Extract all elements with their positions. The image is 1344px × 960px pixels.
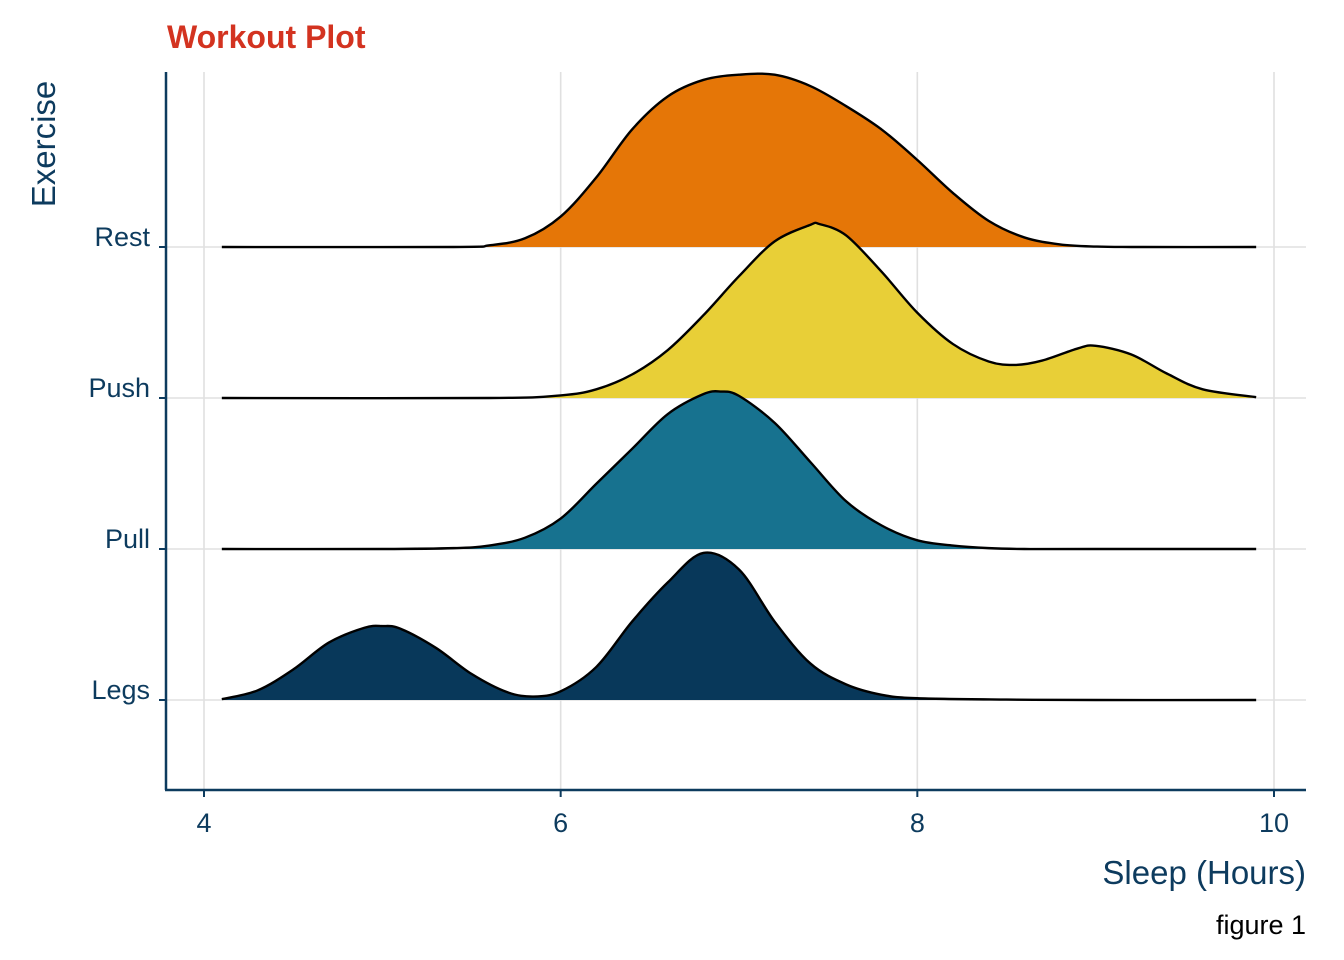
ridge-outline-rest — [221, 72, 1257, 249]
ridge-pull — [221, 390, 1257, 551]
ridge-outline-legs — [221, 551, 1257, 702]
ridge-fill-pull — [221, 391, 1257, 550]
x-axis-title: Sleep (Hours) — [1102, 854, 1306, 891]
chart-title: Workout Plot — [167, 19, 366, 55]
ridge-legs — [221, 551, 1257, 702]
x-tick-label-6: 6 — [553, 808, 568, 838]
ridge-fill-legs — [221, 552, 1257, 701]
y-tick-label-legs: Legs — [91, 675, 150, 705]
ridge-fill-rest — [221, 73, 1257, 248]
axes — [164, 72, 1306, 792]
y-tick-label-rest: Rest — [94, 222, 150, 252]
ridges — [221, 72, 1257, 702]
x-tick-label-4: 4 — [196, 808, 211, 838]
ridge-push — [221, 221, 1257, 400]
x-tick-label-8: 8 — [910, 808, 925, 838]
ridge-outline-pull — [221, 390, 1257, 551]
ridge-rest — [221, 72, 1257, 249]
y-axis-title: Exercise — [25, 81, 62, 208]
ridge-outline-push — [221, 221, 1257, 400]
x-tick-label-10: 10 — [1259, 808, 1289, 838]
ridge-fill-push — [221, 222, 1257, 399]
y-tick-label-push: Push — [88, 373, 150, 403]
y-tick-label-pull: Pull — [105, 524, 150, 554]
ticks: 4 6 8 10 Legs Pull Push Rest — [88, 222, 1289, 838]
caption: figure 1 — [1216, 910, 1306, 940]
